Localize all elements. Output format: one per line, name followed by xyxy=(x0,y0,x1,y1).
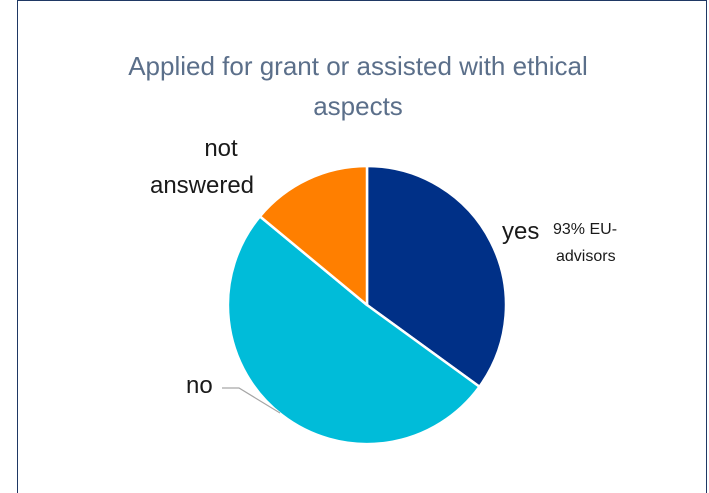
annotation-line1: 93% EU- xyxy=(553,221,617,238)
pie-slice-yes xyxy=(365,164,508,388)
pie-slice-no xyxy=(226,215,481,446)
pie-slice-not-answered xyxy=(258,164,369,307)
slice-label-no: no xyxy=(186,372,213,399)
chart-title: Applied for grant or assisted with ethic… xyxy=(128,51,588,121)
label-leader-line-no xyxy=(222,387,281,414)
slice-label-not-answered-line1: not xyxy=(204,135,238,162)
slice-label-yes: yes xyxy=(502,218,539,245)
slice-label-not-answered-line2: answered xyxy=(150,172,254,199)
annotation-line2: advisors xyxy=(556,248,616,265)
